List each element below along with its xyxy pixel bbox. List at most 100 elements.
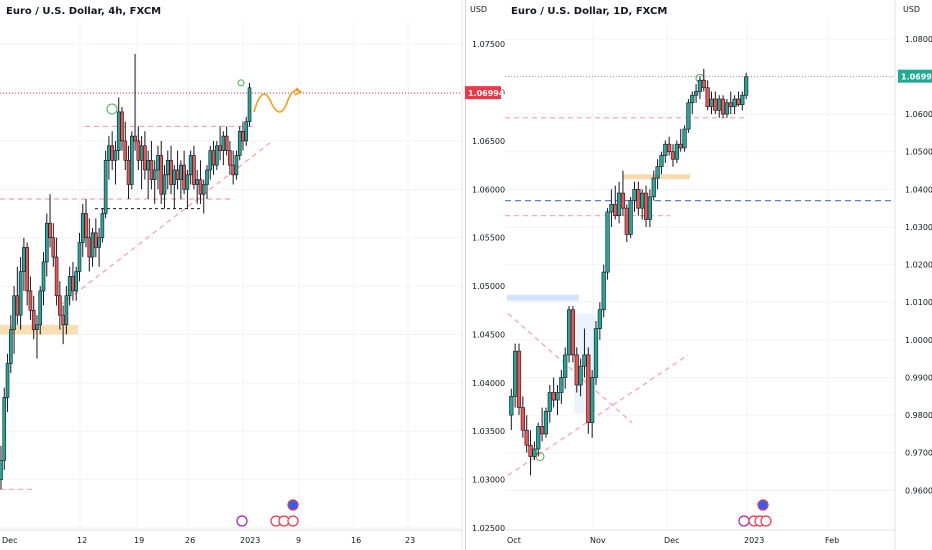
candle-bearish <box>701 79 706 89</box>
candle-bearish <box>241 130 245 142</box>
candle-bearish <box>574 354 579 386</box>
price-tick-label: 0.96000 <box>905 486 932 495</box>
candle-bearish <box>192 155 196 185</box>
price-tick-label: 1.02500 <box>472 524 505 533</box>
candle-bullish <box>97 237 101 248</box>
demand-zone <box>507 294 579 301</box>
price-tick-label: 1.01000 <box>905 298 932 307</box>
candle-bearish <box>728 102 733 107</box>
time-tick-label: 2023 <box>240 536 260 545</box>
price-tick-label: 1.04000 <box>472 379 505 388</box>
earnings-event-icon[interactable] <box>757 499 769 511</box>
candle-bearish <box>713 98 718 111</box>
candle-bullish <box>18 271 23 316</box>
last-price-value: 1.06994 <box>901 73 932 82</box>
candle-bullish <box>578 365 583 386</box>
candle-bullish <box>590 377 595 423</box>
candle-bearish <box>231 164 235 176</box>
candle-bullish <box>663 143 668 156</box>
candle-bearish <box>586 354 591 423</box>
candle-bullish <box>709 98 714 107</box>
pane-divider[interactable] <box>465 0 466 550</box>
candle-bullish <box>693 91 699 96</box>
candle-bearish <box>228 150 232 166</box>
candle-bullish <box>38 290 43 326</box>
price-tick-label: 1.03500 <box>472 427 505 436</box>
forecast-path <box>253 89 301 113</box>
dividend-event-icon[interactable] <box>738 515 750 527</box>
price-tick-label: 1.05500 <box>472 234 505 243</box>
candle-bullish <box>543 411 549 435</box>
candle-bullish <box>616 192 622 216</box>
candle-bearish <box>720 98 726 115</box>
time-tick-label: 9 <box>296 536 301 545</box>
earnings-event-icon[interactable] <box>287 499 299 511</box>
price-tick-label: 1.03000 <box>905 223 932 232</box>
candle-bullish <box>682 128 687 149</box>
candle-bearish <box>736 98 741 105</box>
candle-bullish <box>116 111 121 151</box>
time-tick-label: 23 <box>405 536 415 545</box>
candle-bearish <box>133 135 137 142</box>
candle-bearish <box>126 160 131 185</box>
candle-bullish <box>139 145 144 161</box>
time-tick-label: 2023 <box>744 536 764 545</box>
candle-bullish <box>179 164 183 180</box>
time-tick-label: Nov <box>590 536 606 545</box>
currency-label: USD <box>470 5 487 14</box>
time-tick-label: 12 <box>77 536 87 545</box>
candle-bullish <box>205 169 209 185</box>
candle-bearish <box>198 179 203 195</box>
candle-bullish <box>113 150 118 161</box>
candle-bullish <box>9 329 13 364</box>
candle-bearish <box>120 111 124 142</box>
candle-bullish <box>547 392 552 412</box>
candle-bullish <box>513 350 518 397</box>
candle-bullish <box>208 150 213 171</box>
candle-bearish <box>520 407 525 431</box>
economic-event-icon[interactable] <box>760 515 772 527</box>
candle-bearish <box>61 314 65 326</box>
candle-bullish <box>103 160 108 214</box>
time-tick-label: 26 <box>185 536 195 545</box>
candle-bearish <box>524 429 529 446</box>
dividend-event-icon[interactable] <box>236 515 248 527</box>
candle-bullish <box>165 160 170 176</box>
candle-bullish <box>690 94 695 104</box>
candle-bearish <box>182 164 186 190</box>
time-tick-label: Oct <box>507 536 521 545</box>
candle-bearish <box>159 155 164 195</box>
candle-bearish <box>678 143 683 149</box>
candle-bullish <box>44 222 49 263</box>
candle-bearish <box>28 290 33 311</box>
candle-bearish <box>667 143 672 153</box>
candle-bullish <box>597 309 602 329</box>
candle-bearish <box>643 192 649 220</box>
candle-bullish <box>152 169 157 180</box>
candle-bullish <box>532 448 537 457</box>
swing-high-marker <box>106 103 118 115</box>
candle-bullish <box>563 354 568 378</box>
candle-bearish <box>123 140 128 161</box>
candle-bullish <box>221 135 226 151</box>
candle-bullish <box>215 145 219 166</box>
supply-zone <box>0 324 78 335</box>
candle-bullish <box>509 395 514 416</box>
candle-bearish <box>48 222 52 239</box>
price-tick-label: 1.04500 <box>472 330 505 339</box>
candle-bullish <box>697 79 703 92</box>
candle-bullish <box>628 200 633 235</box>
candle-bullish <box>601 271 606 311</box>
economic-event-icon[interactable] <box>287 515 299 527</box>
candle-bullish <box>67 276 72 297</box>
price-tick-label: 1.06000 <box>472 185 505 194</box>
candle-bearish <box>71 276 75 292</box>
candle-bullish <box>647 196 652 220</box>
candle-bearish <box>84 213 88 239</box>
time-tick-label: Feb <box>825 536 839 545</box>
candle-bullish <box>593 328 599 378</box>
